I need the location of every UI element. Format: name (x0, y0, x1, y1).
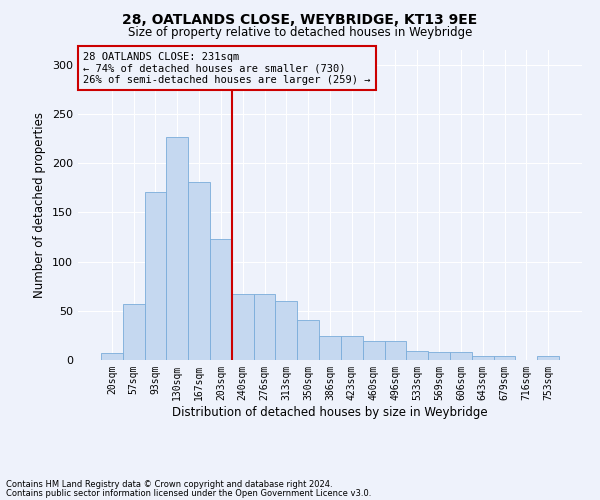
Bar (210, 239, 232, 360)
Bar (406, 351, 428, 360)
Bar (254, 294, 275, 360)
Bar (537, 356, 559, 360)
Y-axis label: Number of detached properties: Number of detached properties (34, 112, 46, 298)
Bar (166, 136, 188, 360)
X-axis label: Distribution of detached houses by size in Weybridge: Distribution of detached houses by size … (172, 406, 488, 418)
Bar (472, 356, 494, 360)
Bar (494, 356, 515, 360)
Bar (450, 352, 472, 360)
Bar (385, 342, 406, 360)
Text: Contains public sector information licensed under the Open Government Licence v3: Contains public sector information licen… (6, 489, 371, 498)
Text: 28, OATLANDS CLOSE, WEYBRIDGE, KT13 9EE: 28, OATLANDS CLOSE, WEYBRIDGE, KT13 9EE (122, 12, 478, 26)
Text: 28 OATLANDS CLOSE: 231sqm
← 74% of detached houses are smaller (730)
26% of semi: 28 OATLANDS CLOSE: 231sqm ← 74% of detac… (83, 52, 371, 84)
Bar (297, 320, 319, 360)
Bar (232, 294, 254, 360)
Bar (188, 182, 210, 360)
Text: Size of property relative to detached houses in Weybridge: Size of property relative to detached ho… (128, 26, 472, 39)
Bar (275, 301, 297, 360)
Text: Contains HM Land Registry data © Crown copyright and database right 2024.: Contains HM Land Registry data © Crown c… (6, 480, 332, 489)
Bar (123, 304, 145, 360)
Bar (319, 336, 341, 360)
Bar (341, 336, 363, 360)
Bar (101, 353, 123, 360)
Bar (145, 192, 166, 360)
Bar (428, 352, 450, 360)
Bar (363, 342, 385, 360)
